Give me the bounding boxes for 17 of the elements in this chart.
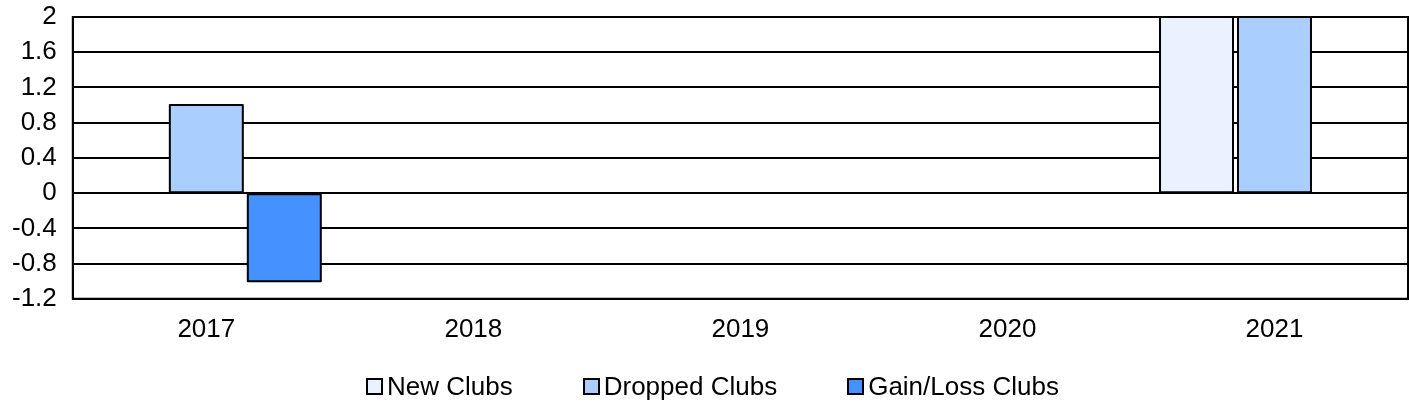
y-tick-label: -1.2	[11, 281, 57, 312]
x-tick-label: 2019	[711, 312, 770, 343]
y-tick-label: -0.8	[11, 246, 57, 277]
x-tick-label: 2020	[978, 312, 1037, 343]
y-tick-label: 0	[42, 176, 57, 207]
y-tick-label: 1.6	[20, 35, 57, 66]
y-tick-label: 2	[42, 0, 57, 31]
legend-label: New Clubs	[387, 371, 513, 401]
x-tick-label: 2021	[1245, 312, 1304, 343]
x-tick-label: 2018	[444, 312, 503, 343]
legend-label: Dropped Clubs	[603, 371, 778, 401]
legend-label: Gain/Loss Clubs	[868, 371, 1059, 401]
y-tick-label: 0.8	[20, 105, 57, 136]
x-tick-label: 2017	[177, 312, 236, 343]
y-tick-label: 1.2	[20, 70, 57, 101]
y-tick-label: 0.4	[20, 141, 57, 172]
y-tick-label: -0.4	[11, 211, 57, 242]
